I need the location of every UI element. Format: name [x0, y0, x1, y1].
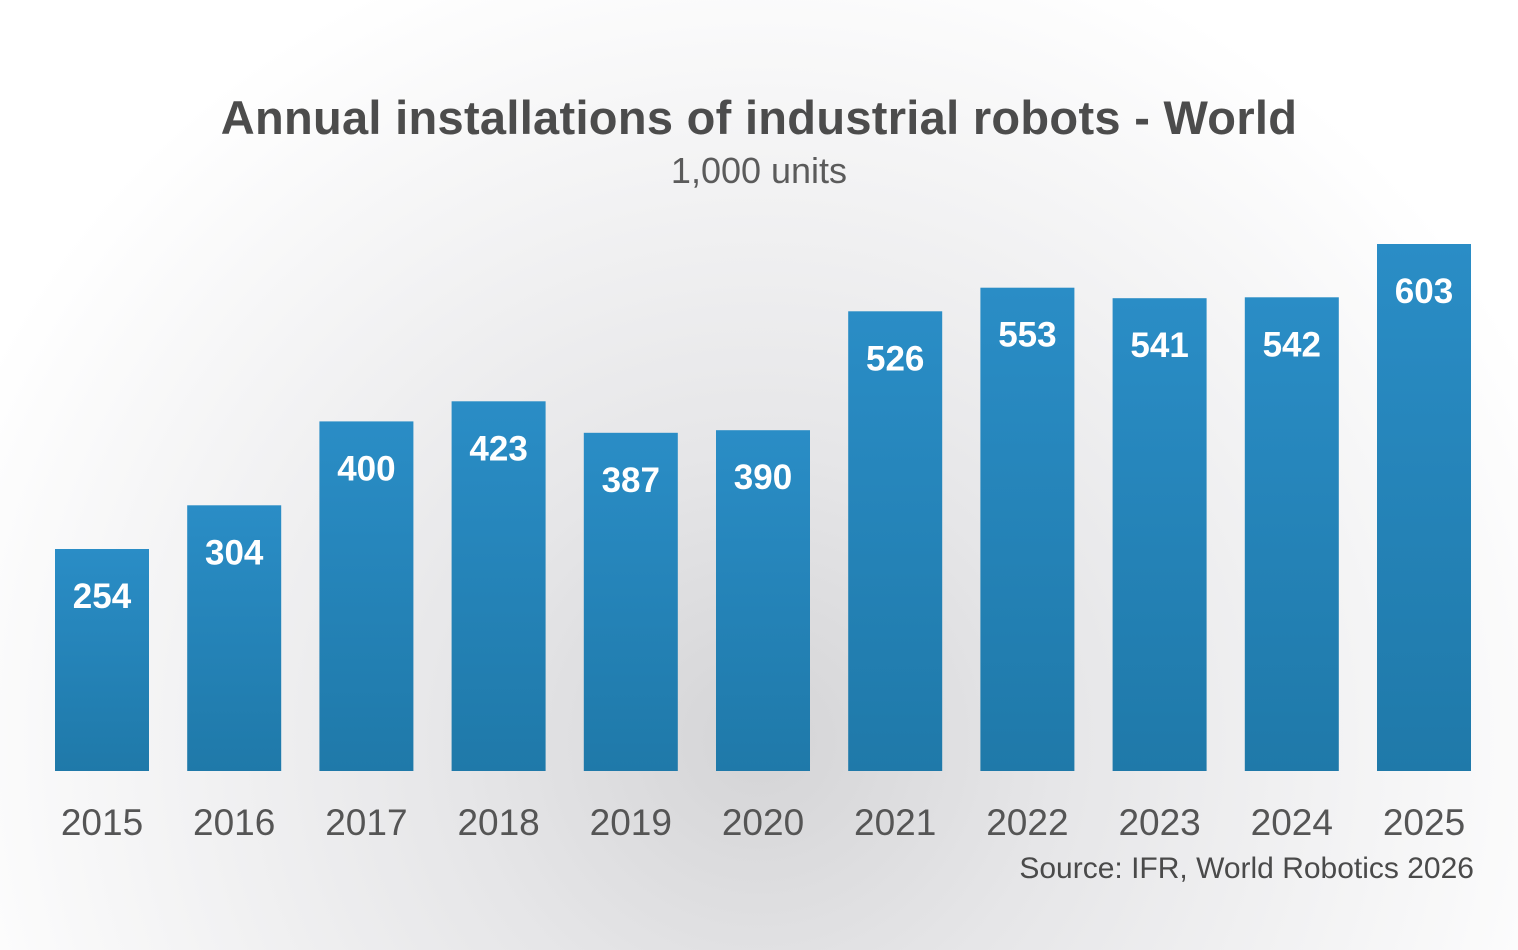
- bar-value-label: 553: [998, 316, 1056, 355]
- bar-2021: [848, 311, 943, 771]
- bar-value-label: 603: [1395, 272, 1453, 311]
- x-tick-label: 2019: [590, 802, 672, 843]
- x-tick-label: 2022: [986, 802, 1068, 843]
- chart-title: Annual installations of industrial robot…: [220, 91, 1298, 144]
- bar-2017: [319, 421, 414, 771]
- bar-value-label: 542: [1263, 325, 1321, 364]
- x-tick-label: 2017: [325, 802, 407, 843]
- bar-2020: [716, 430, 810, 771]
- bar-value-label: 423: [469, 429, 527, 468]
- bar-value-label: 254: [73, 577, 132, 616]
- chart-subtitle: 1,000 units: [670, 150, 848, 191]
- x-tick-label: 2024: [1251, 802, 1333, 843]
- bar-labels-group: 254 304 400 423 387 390 526 553 541 542 603: [73, 272, 1453, 616]
- bar-value-label: 387: [602, 461, 660, 500]
- x-axis-ticks: 2015 2016 2017 2018 2019 2020 2021 2022 2023 2024…: [61, 802, 1465, 843]
- x-tick-label: 2015: [61, 802, 143, 843]
- bar-value-label: 526: [866, 339, 924, 378]
- bar-value-label: 400: [337, 449, 395, 488]
- bars-group: [55, 244, 1471, 771]
- bar-2016: [187, 505, 282, 771]
- x-tick-label: 2016: [193, 802, 275, 843]
- bar-2018: [451, 401, 546, 771]
- bar-2025: [1377, 244, 1471, 771]
- x-tick-label: 2018: [457, 802, 539, 843]
- x-tick-label: 2021: [854, 802, 936, 843]
- bar-2019: [583, 432, 678, 771]
- bar-2015: [55, 549, 149, 771]
- bar-2022: [980, 287, 1075, 771]
- bar-2024: [1244, 297, 1339, 771]
- x-tick-label: 2023: [1118, 802, 1200, 843]
- bar-value-label: 304: [205, 533, 264, 572]
- bar-value-label: 541: [1130, 326, 1188, 365]
- bar-value-label: 390: [734, 458, 792, 497]
- source-note: Source: IFR, World Robotics 2026: [1019, 852, 1474, 885]
- bar-2023: [1112, 298, 1207, 771]
- x-tick-label: 2025: [1383, 802, 1465, 843]
- x-tick-label: 2020: [722, 802, 804, 843]
